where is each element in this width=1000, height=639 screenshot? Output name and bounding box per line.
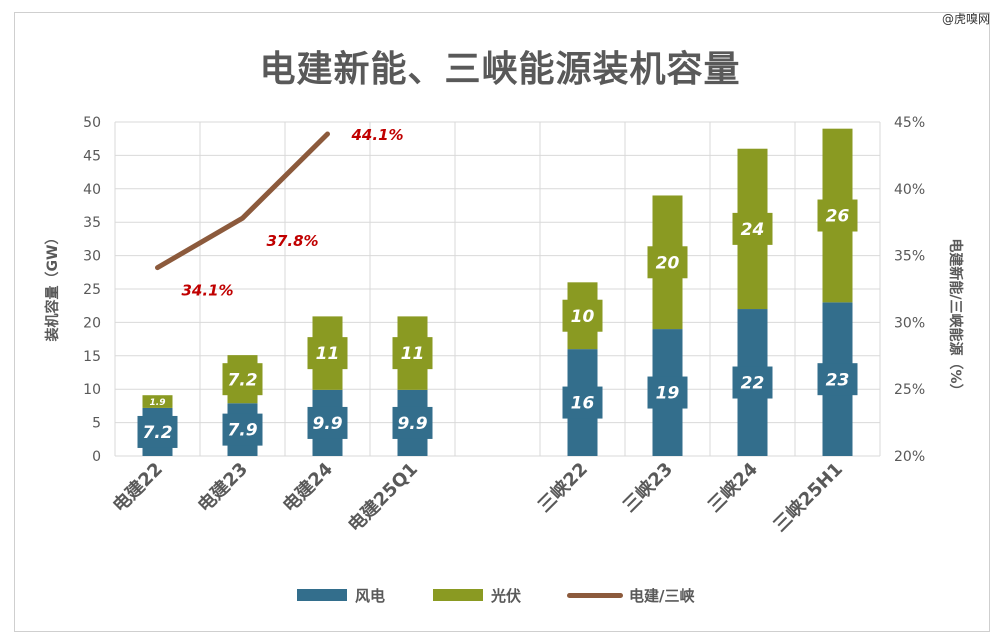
y2-tick-label: 45% [894, 115, 925, 131]
bar-label-box [732, 366, 773, 399]
bar-label-box [222, 413, 263, 446]
bar-value-label: 16 [571, 394, 595, 414]
category-label: 电建23 [193, 458, 252, 517]
bar-value-label: 11 [316, 344, 340, 364]
legend-line-ratio [567, 592, 623, 598]
legend-swatch-solar [433, 589, 483, 601]
ratio-label: 44.1% [351, 126, 404, 144]
legend-item-ratio: 电建/三峡 [567, 583, 694, 607]
bar-value-label: 24 [741, 220, 765, 240]
y-tick-label: 50 [83, 115, 101, 131]
legend-swatch-wind [297, 589, 347, 601]
bar-label-box [392, 337, 433, 370]
category-label: 三峡23 [618, 458, 677, 517]
category-label: 三峡25H1 [769, 458, 847, 536]
y2-tick-label: 30% [894, 315, 925, 331]
legend-label-wind: 风电 [355, 586, 386, 605]
ratio-label: 37.8% [267, 232, 319, 250]
legend: 风电 光伏 电建/三峡 [0, 583, 1000, 607]
bar-label-box [137, 415, 178, 448]
ratio-point [325, 132, 330, 137]
y-tick-label: 40 [83, 182, 101, 198]
y-tick-label: 30 [83, 249, 101, 265]
y-tick-label: 35 [83, 215, 101, 231]
y2-tick-label: 25% [894, 382, 925, 398]
bar-value-label: 7.9 [227, 421, 257, 441]
bar-value-label: 11 [401, 344, 425, 364]
bar-value-label: 19 [656, 384, 680, 404]
legend-label-solar: 光伏 [491, 586, 522, 605]
y-tick-label: 5 [92, 416, 101, 432]
legend-item-wind: 风电 [297, 583, 385, 607]
bar-value-label: 20 [656, 253, 680, 273]
y-tick-label: 25 [83, 282, 101, 298]
bar-label-box [817, 199, 858, 232]
bar-label-box [647, 376, 688, 409]
y-tick-label: 45 [83, 148, 101, 164]
bar-label-box [562, 386, 603, 419]
legend-label-ratio: 电建/三峡 [629, 586, 695, 605]
ratio-point [240, 216, 245, 221]
y-tick-label: 0 [92, 449, 101, 465]
bar-label-box [732, 212, 773, 245]
bar-label-box [222, 363, 263, 396]
bar-label-box [392, 406, 433, 439]
bar-value-label: 9.9 [312, 414, 342, 434]
bar-label-box [307, 406, 348, 439]
y-tick-label: 20 [83, 315, 101, 331]
y-tick-label: 10 [83, 382, 101, 398]
ratio-label: 34.1% [182, 282, 234, 300]
bar-value-label: 7.2 [142, 423, 172, 443]
y2-tick-label: 40% [894, 182, 925, 198]
y-tick-label: 15 [83, 349, 101, 365]
bar-value-label: 1.9 [150, 398, 166, 408]
bar-label-box [142, 395, 173, 408]
category-label: 三峡22 [533, 458, 592, 517]
bar-label-box [817, 363, 858, 396]
chart-title: 电建新能、三峡能源装机容量 [259, 49, 741, 90]
legend-item-solar: 光伏 [433, 583, 521, 607]
bar-value-label: 10 [571, 307, 595, 327]
bar-label-box [562, 299, 603, 332]
bar-label-box [307, 337, 348, 370]
y2-tick-label: 35% [894, 249, 925, 265]
watermark: @虎嗅网 [941, 12, 990, 26]
ratio-point [155, 265, 160, 270]
bar-value-label: 7.2 [227, 370, 257, 390]
category-label: 电建24 [278, 458, 337, 517]
bar-value-label: 22 [741, 374, 765, 394]
bar-value-label: 26 [826, 207, 850, 227]
bar-value-label: 23 [826, 370, 850, 390]
bar-label-box [647, 246, 688, 279]
category-label: 电建25Q1 [344, 458, 422, 536]
y2-tick-label: 20% [894, 449, 925, 465]
category-label: 三峡24 [703, 458, 762, 517]
category-label: 电建22 [108, 458, 167, 517]
bar-value-label: 9.9 [397, 414, 427, 434]
